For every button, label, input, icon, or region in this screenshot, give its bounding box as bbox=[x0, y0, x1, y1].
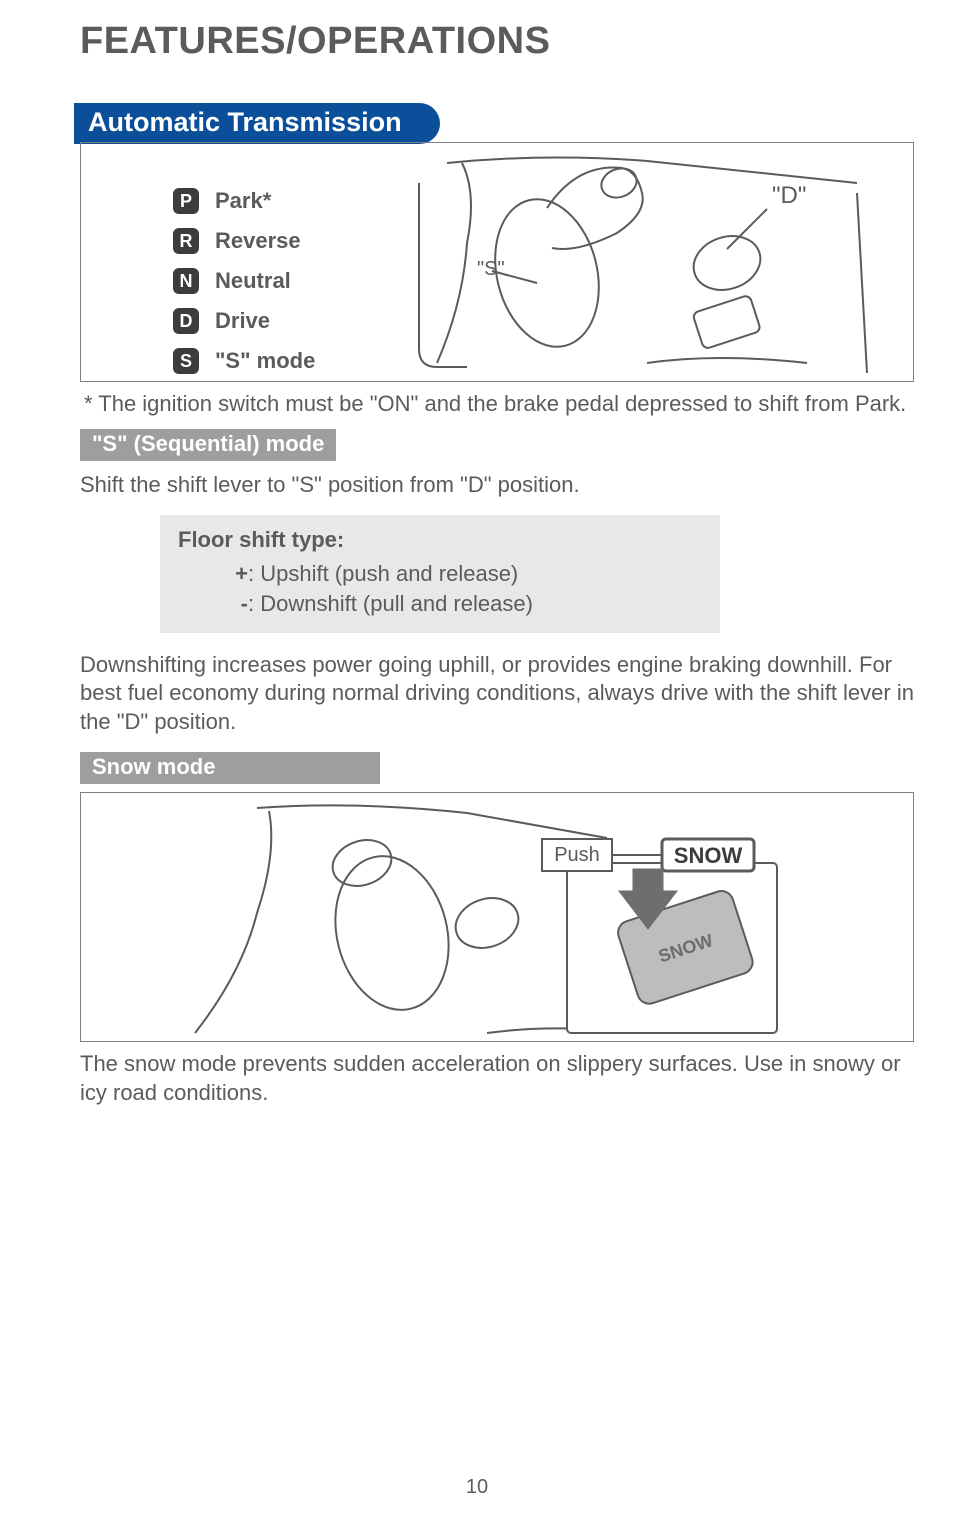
push-label: Push bbox=[554, 844, 600, 866]
gear-list: P Park* R Reverse N Neutral D Drive S "S… bbox=[173, 181, 383, 381]
page-title: FEATURES/OPERATIONS bbox=[80, 20, 914, 63]
gear-row-drive: D Drive bbox=[173, 301, 383, 341]
s-mode-intro: Shift the shift lever to "S" position fr… bbox=[80, 471, 914, 500]
gear-label: Reverse bbox=[215, 228, 301, 254]
gear-row-park: P Park* bbox=[173, 181, 383, 221]
subheading-s-mode: "S" (Sequential) mode bbox=[80, 429, 336, 461]
gear-label: Neutral bbox=[215, 268, 291, 294]
minus-sign: - bbox=[234, 589, 248, 619]
gear-badge: P bbox=[173, 188, 199, 214]
plus-sign: + bbox=[234, 559, 248, 589]
callout-d: "D" bbox=[772, 182, 806, 209]
gear-row-neutral: N Neutral bbox=[173, 261, 383, 301]
figure-transmission-gears: P Park* R Reverse N Neutral D Drive S "S… bbox=[80, 142, 914, 382]
gear-row-reverse: R Reverse bbox=[173, 221, 383, 261]
floor-shift-title: Floor shift type: bbox=[178, 527, 702, 553]
gear-badge: N bbox=[173, 268, 199, 294]
gear-label: Drive bbox=[215, 308, 270, 334]
gear-label: "S" mode bbox=[215, 348, 315, 374]
gear-row-s-mode: S "S" mode bbox=[173, 341, 383, 381]
subheading-snow-mode: Snow mode bbox=[80, 752, 380, 784]
gear-badge: R bbox=[173, 228, 199, 254]
snow-label-box: SNOW bbox=[674, 843, 743, 868]
gear-badge: D bbox=[173, 308, 199, 334]
footnote-ignition: * The ignition switch must be "ON" and t… bbox=[94, 390, 914, 419]
section-heading-automatic-transmission: Automatic Transmission bbox=[74, 103, 440, 144]
snow-mode-body: The snow mode prevents sudden accelerati… bbox=[80, 1050, 914, 1107]
page-number: 10 bbox=[0, 1476, 954, 1499]
callout-s: "S" bbox=[477, 258, 505, 280]
gear-badge: S bbox=[173, 348, 199, 374]
floor-shift-box: Floor shift type: +: Upshift (push and r… bbox=[160, 515, 720, 632]
s-mode-explanation: Downshifting increases power going uphil… bbox=[80, 651, 914, 737]
gear-lever-illustration: "S" "D" bbox=[393, 153, 901, 378]
snow-mode-illustration: SNOW Push SNOW bbox=[187, 803, 807, 1043]
floor-shift-down: -: Downshift (pull and release) bbox=[178, 589, 702, 619]
figure-snow-mode: SNOW Push SNOW bbox=[80, 792, 914, 1042]
gear-label: Park* bbox=[215, 188, 271, 214]
upshift-text: : Upshift (push and release) bbox=[248, 561, 518, 586]
downshift-text: : Downshift (pull and release) bbox=[248, 591, 533, 616]
floor-shift-up: +: Upshift (push and release) bbox=[178, 559, 702, 589]
